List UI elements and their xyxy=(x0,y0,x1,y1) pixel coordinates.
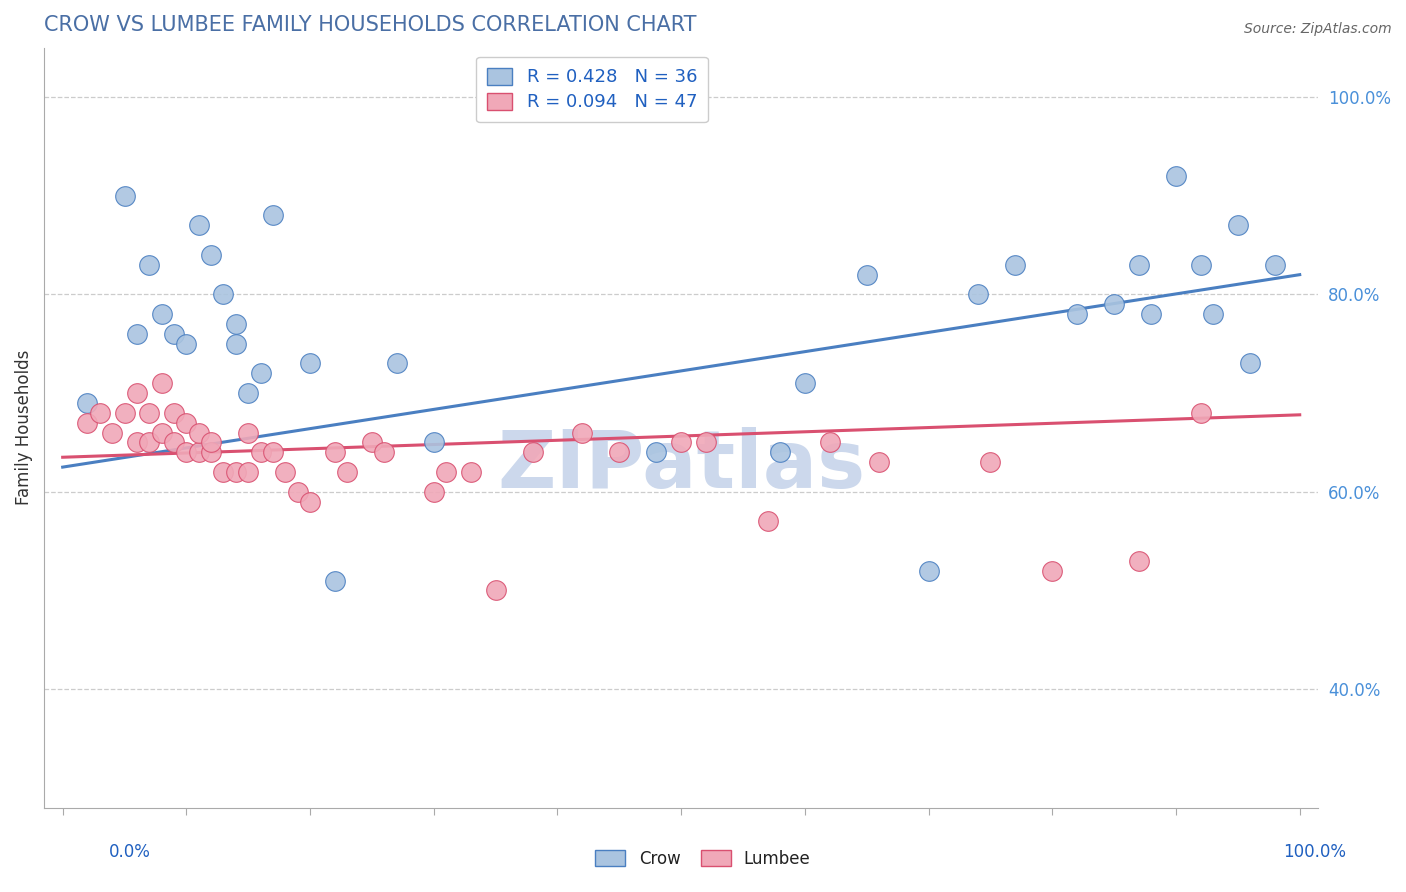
Point xyxy=(323,445,346,459)
Point xyxy=(460,465,482,479)
Point xyxy=(695,435,717,450)
Point xyxy=(89,406,111,420)
Point xyxy=(917,564,939,578)
Point xyxy=(522,445,544,459)
Point xyxy=(150,307,173,321)
Point xyxy=(225,465,247,479)
Y-axis label: Family Households: Family Households xyxy=(15,350,32,506)
Legend: Crow, Lumbee: Crow, Lumbee xyxy=(589,844,817,875)
Point xyxy=(176,445,198,459)
Point xyxy=(1066,307,1088,321)
Point xyxy=(756,515,779,529)
Point xyxy=(793,376,815,391)
Point xyxy=(1189,406,1212,420)
Point xyxy=(423,435,446,450)
Point xyxy=(225,317,247,331)
Point xyxy=(287,484,309,499)
Point xyxy=(200,435,222,450)
Point xyxy=(200,445,222,459)
Point xyxy=(979,455,1001,469)
Point xyxy=(373,445,395,459)
Text: CROW VS LUMBEE FAMILY HOUSEHOLDS CORRELATION CHART: CROW VS LUMBEE FAMILY HOUSEHOLDS CORRELA… xyxy=(44,15,696,35)
Point xyxy=(1239,356,1261,370)
Point xyxy=(607,445,630,459)
Text: 100.0%: 100.0% xyxy=(1284,843,1346,861)
Point xyxy=(212,465,235,479)
Point xyxy=(114,406,136,420)
Point xyxy=(1189,258,1212,272)
Text: ZIPatlas: ZIPatlas xyxy=(498,426,865,505)
Point xyxy=(571,425,593,440)
Point xyxy=(818,435,841,450)
Point xyxy=(299,494,322,508)
Point xyxy=(1140,307,1163,321)
Point xyxy=(262,445,284,459)
Point xyxy=(150,376,173,391)
Point xyxy=(150,425,173,440)
Point xyxy=(274,465,297,479)
Point xyxy=(1128,554,1150,568)
Point xyxy=(1164,169,1187,183)
Point xyxy=(238,386,260,401)
Point xyxy=(336,465,359,479)
Point xyxy=(176,416,198,430)
Text: Source: ZipAtlas.com: Source: ZipAtlas.com xyxy=(1244,22,1392,37)
Point xyxy=(645,445,668,459)
Point xyxy=(138,406,160,420)
Point xyxy=(176,336,198,351)
Point xyxy=(262,209,284,223)
Point xyxy=(138,435,160,450)
Point xyxy=(423,484,446,499)
Point xyxy=(238,425,260,440)
Point xyxy=(249,445,271,459)
Point xyxy=(138,258,160,272)
Text: 0.0%: 0.0% xyxy=(108,843,150,861)
Point xyxy=(114,188,136,202)
Point xyxy=(1202,307,1225,321)
Point xyxy=(249,367,271,381)
Point xyxy=(187,445,209,459)
Point xyxy=(225,336,247,351)
Point xyxy=(76,396,98,410)
Point xyxy=(434,465,457,479)
Point xyxy=(1102,297,1125,311)
Point xyxy=(855,268,877,282)
Point xyxy=(163,326,186,341)
Point xyxy=(125,326,148,341)
Point xyxy=(187,425,209,440)
Point xyxy=(212,287,235,301)
Point xyxy=(1004,258,1026,272)
Point xyxy=(101,425,124,440)
Point xyxy=(485,583,508,598)
Point xyxy=(125,386,148,401)
Point xyxy=(669,435,692,450)
Point xyxy=(361,435,384,450)
Point xyxy=(125,435,148,450)
Point xyxy=(163,406,186,420)
Point xyxy=(187,219,209,233)
Point xyxy=(1264,258,1286,272)
Point xyxy=(967,287,990,301)
Point xyxy=(76,416,98,430)
Point xyxy=(385,356,408,370)
Point xyxy=(1040,564,1063,578)
Point xyxy=(323,574,346,588)
Point xyxy=(299,356,322,370)
Point xyxy=(1128,258,1150,272)
Point xyxy=(769,445,792,459)
Point xyxy=(868,455,890,469)
Point xyxy=(163,435,186,450)
Legend: R = 0.428   N = 36, R = 0.094   N = 47: R = 0.428 N = 36, R = 0.094 N = 47 xyxy=(477,57,709,122)
Point xyxy=(238,465,260,479)
Point xyxy=(1226,219,1249,233)
Point xyxy=(200,248,222,262)
